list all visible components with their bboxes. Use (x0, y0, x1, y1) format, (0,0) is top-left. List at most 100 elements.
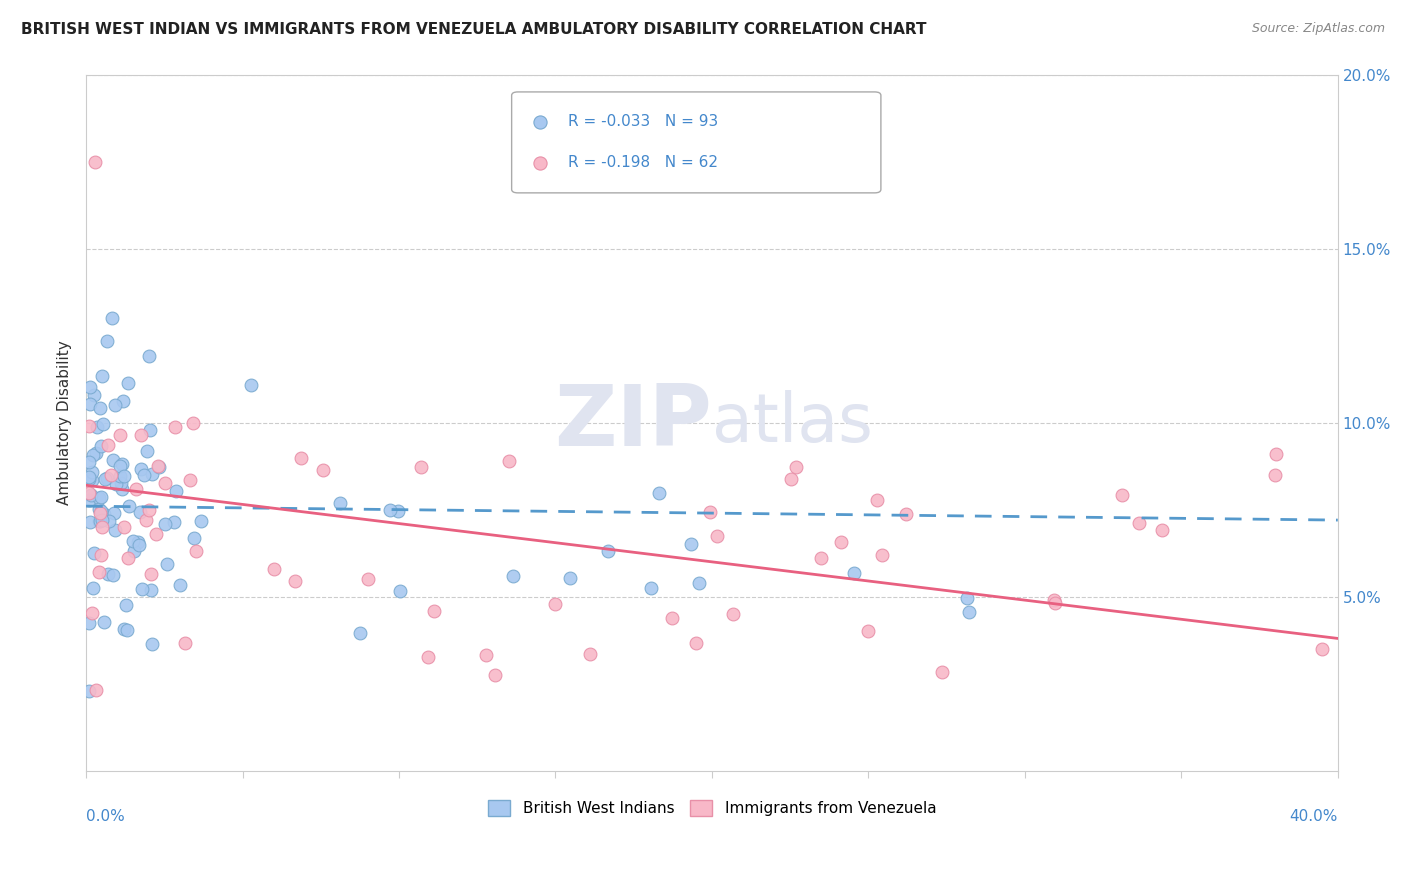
Point (830, 535, 852, 549)
Point (1150, 523, 1173, 537)
Point (122, 533, 145, 548)
Point (111, 457, 134, 471)
Point (498, 454, 520, 468)
Point (174, 636, 197, 650)
Point (84, 446, 107, 460)
Point (103, 506, 125, 520)
FancyBboxPatch shape (512, 92, 882, 193)
Point (104, 476, 127, 491)
Point (721, 607, 744, 622)
Point (423, 604, 446, 618)
Point (640, 581, 662, 595)
Point (558, 571, 581, 585)
Point (90, 491, 112, 505)
Point (94, 472, 117, 486)
Point (134, 468, 156, 483)
Point (101, 311, 124, 326)
Point (90, 520, 112, 534)
Point (91, 417, 114, 431)
Point (141, 566, 163, 581)
Point (122, 544, 145, 558)
Point (118, 500, 141, 514)
Text: 40.0%: 40.0% (1289, 809, 1337, 824)
Point (957, 605, 980, 619)
Text: Source: ZipAtlas.com: Source: ZipAtlas.com (1251, 22, 1385, 36)
Point (357, 572, 380, 586)
Point (312, 462, 335, 476)
Point (77, 485, 100, 500)
Point (82, 448, 104, 462)
Point (165, 420, 187, 434)
Point (89, 502, 111, 516)
Point (484, 668, 506, 682)
Point (679, 537, 702, 551)
Point (578, 647, 600, 661)
Point (77, 492, 100, 507)
Point (97, 437, 120, 451)
Point (79, 488, 101, 502)
Point (165, 483, 187, 498)
Point (112, 622, 135, 636)
Point (131, 582, 153, 597)
Point (89, 491, 111, 505)
Point (117, 550, 139, 565)
Point (169, 578, 191, 592)
Point (114, 598, 136, 612)
Point (706, 528, 728, 542)
Text: 0.0%: 0.0% (86, 809, 125, 824)
Point (101, 568, 124, 582)
Point (842, 566, 865, 580)
Point (141, 638, 163, 652)
Point (779, 472, 801, 486)
Point (93, 615, 115, 629)
Point (77, 470, 100, 484)
Point (409, 459, 432, 474)
Point (474, 648, 496, 662)
Text: R = -0.198   N = 62: R = -0.198 N = 62 (568, 155, 718, 170)
Point (183, 531, 205, 545)
Point (80, 473, 103, 487)
Point (139, 423, 162, 437)
Point (87, 514, 110, 528)
Point (77, 471, 100, 485)
Point (190, 514, 212, 528)
Point (93, 507, 115, 521)
Point (865, 492, 887, 507)
Point (110, 475, 132, 490)
Point (87, 565, 110, 579)
Point (931, 665, 953, 679)
Point (111, 482, 134, 496)
Point (416, 650, 439, 665)
Point (115, 623, 138, 637)
Text: atlas: atlas (711, 390, 873, 456)
Point (155, 475, 177, 490)
Point (82, 466, 104, 480)
Point (648, 486, 671, 500)
Point (110, 428, 132, 442)
Point (108, 459, 131, 474)
Point (79, 397, 101, 411)
Point (96, 334, 118, 349)
Point (96, 471, 118, 485)
Point (141, 467, 163, 481)
Point (131, 428, 153, 442)
Point (104, 523, 127, 537)
Point (86, 419, 108, 434)
Point (79, 516, 101, 530)
Point (1128, 516, 1150, 530)
Point (240, 378, 263, 392)
Point (858, 624, 880, 639)
Point (1111, 488, 1133, 502)
Point (89, 506, 111, 520)
Point (90, 548, 112, 562)
Point (84, 154, 107, 169)
Point (956, 591, 979, 605)
Point (77, 684, 100, 698)
Point (138, 502, 160, 516)
Point (97, 514, 120, 528)
Point (162, 515, 184, 529)
Point (181, 417, 204, 431)
Point (284, 574, 307, 588)
Point (387, 504, 409, 518)
Point (79, 379, 101, 393)
